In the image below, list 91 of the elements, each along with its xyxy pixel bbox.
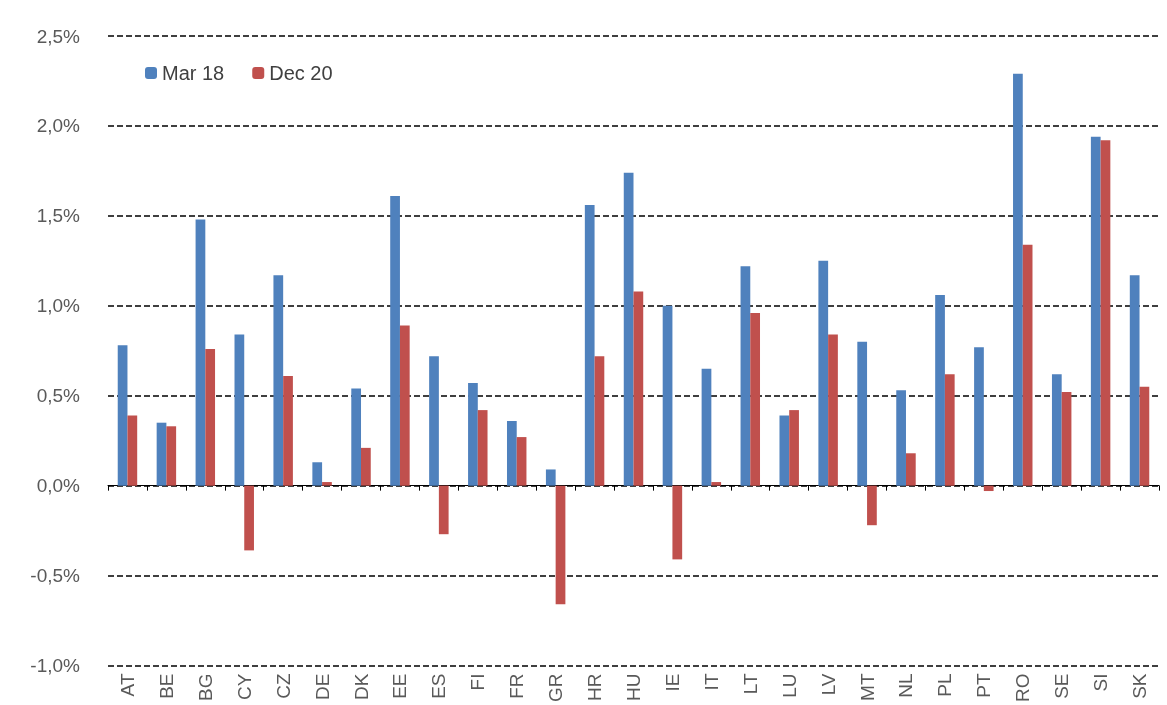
legend-label: Dec 20 [269, 62, 333, 84]
y-tick-label: -0,5% [30, 565, 81, 587]
x-tick-label: SE [1051, 673, 1073, 699]
x-tick-label: IE [661, 673, 683, 692]
bar [1100, 140, 1111, 486]
bar [545, 469, 556, 486]
x-tick-label: SI [1090, 673, 1112, 692]
x-tick-label: HR [584, 673, 606, 701]
bar [633, 291, 644, 486]
bar [390, 196, 400, 486]
x-tick-label: FR [506, 673, 528, 699]
bar [127, 415, 138, 486]
bar [438, 485, 449, 535]
x-tick-label: MT [856, 673, 878, 701]
bar [1139, 386, 1150, 486]
bar [477, 410, 488, 486]
bar [828, 334, 838, 486]
bar [361, 447, 371, 486]
x-tick-label: PL [934, 673, 956, 697]
bar [506, 420, 517, 486]
y-tick-label: 0,0% [36, 475, 81, 497]
x-tick-label: LT [739, 673, 761, 695]
y-tick-label: 1,5% [36, 205, 81, 227]
x-tick-label: ES [428, 673, 450, 699]
x-tick-label: DE [311, 673, 333, 700]
bar [1061, 392, 1072, 486]
bar [935, 294, 945, 486]
bar [584, 205, 595, 486]
bar [555, 485, 566, 605]
bar [1022, 244, 1033, 486]
bar [711, 482, 722, 486]
bar [399, 325, 410, 486]
y-tick-label: 0,5% [36, 385, 81, 407]
x-tick-label: NL [895, 673, 917, 698]
bar [857, 341, 868, 486]
bar [468, 383, 478, 486]
bar [750, 312, 761, 486]
y-tick-label: -1,0% [30, 655, 81, 676]
x-tick-label: DK [350, 673, 372, 700]
bar [1090, 136, 1101, 486]
x-tick-label: RO [1012, 673, 1034, 702]
bar [818, 260, 829, 486]
x-tick-label: HU [623, 673, 644, 701]
bar [867, 485, 877, 526]
x-tick-label: CY [233, 673, 255, 700]
bar [1013, 73, 1023, 486]
bar [195, 219, 206, 486]
bar [1129, 275, 1140, 486]
y-tick-label: 2,0% [36, 115, 81, 137]
x-tick-label: BG [194, 673, 216, 701]
x-tick-label: PT [973, 673, 995, 698]
bar [944, 374, 955, 486]
bar [594, 356, 605, 486]
bar [740, 266, 751, 486]
bar [983, 485, 994, 492]
x-tick-label: CZ [272, 673, 294, 699]
bar [701, 368, 712, 486]
x-tick-label: LV [817, 673, 839, 696]
bar [789, 410, 799, 486]
x-tick-label: LU [778, 673, 800, 698]
bar [205, 348, 216, 486]
bar [166, 426, 177, 486]
bar [516, 437, 527, 486]
x-tick-label: FI [467, 673, 489, 691]
bar [896, 390, 906, 486]
bar [117, 345, 128, 486]
bar [273, 275, 284, 486]
bar [429, 356, 439, 486]
bar [779, 415, 790, 486]
bar [244, 485, 254, 551]
x-tick-label: AT [116, 673, 138, 697]
bar [156, 422, 167, 486]
x-tick-label: SK [1129, 673, 1151, 699]
bar [322, 482, 332, 486]
bar [623, 172, 634, 486]
x-tick-label: GR [545, 673, 567, 702]
y-tick-label: 2,5% [36, 25, 81, 47]
bar [905, 453, 916, 486]
bar [662, 305, 673, 486]
x-tick-label: IT [700, 673, 722, 691]
bar [283, 375, 293, 486]
legend-label: Mar 18 [162, 62, 225, 84]
bar [351, 388, 362, 486]
bar [1051, 374, 1062, 486]
x-tick-label: EE [389, 673, 411, 699]
bar [312, 462, 323, 486]
x-tick-label: BE [155, 673, 177, 699]
bar [974, 347, 984, 486]
y-tick-label: 1,0% [36, 295, 81, 317]
bar [672, 485, 683, 560]
bar [234, 334, 245, 486]
